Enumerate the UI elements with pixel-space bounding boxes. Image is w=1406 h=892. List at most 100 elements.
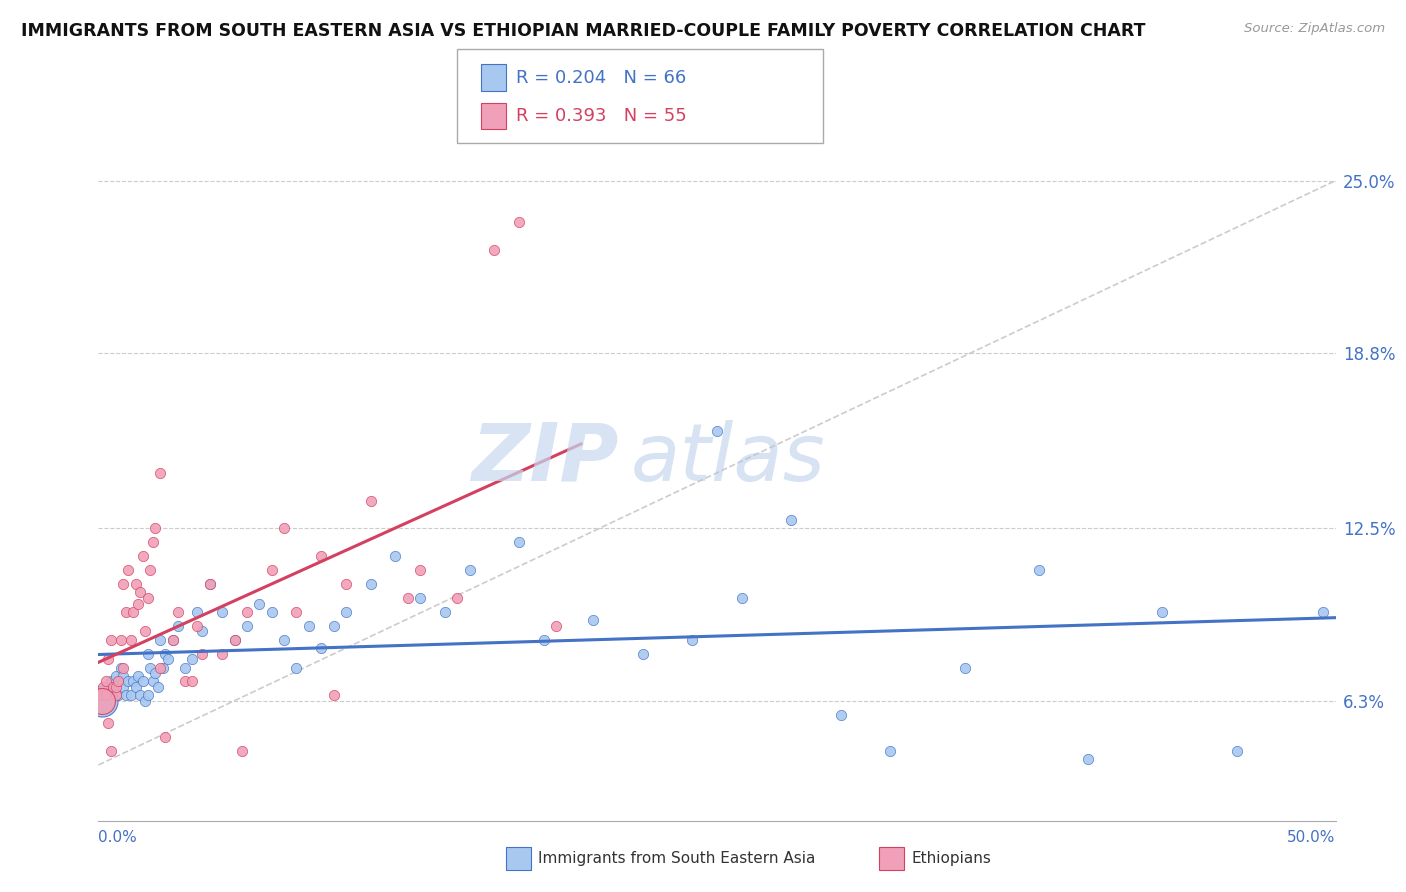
Point bbox=[166, 605, 188, 619]
Point bbox=[211, 605, 233, 619]
Point bbox=[247, 597, 270, 611]
Point bbox=[155, 730, 177, 744]
Point bbox=[186, 619, 208, 633]
Point bbox=[156, 652, 179, 666]
Point bbox=[100, 744, 122, 758]
Point bbox=[90, 689, 112, 703]
Point bbox=[409, 591, 432, 605]
Point bbox=[120, 632, 142, 647]
Point bbox=[953, 660, 976, 674]
Point bbox=[309, 641, 332, 656]
Point bbox=[112, 577, 135, 591]
Text: Ethiopians: Ethiopians bbox=[911, 852, 991, 866]
Point bbox=[322, 689, 344, 703]
Point bbox=[162, 632, 184, 647]
Point bbox=[149, 466, 172, 480]
Point bbox=[112, 680, 135, 694]
Point bbox=[134, 694, 156, 708]
Point bbox=[273, 521, 295, 535]
Point bbox=[124, 680, 146, 694]
Text: ZIP: ZIP bbox=[471, 420, 619, 498]
Point bbox=[107, 689, 129, 703]
Point bbox=[446, 591, 468, 605]
Point bbox=[681, 632, 703, 647]
Point bbox=[1226, 744, 1249, 758]
Point bbox=[122, 605, 145, 619]
Point bbox=[117, 674, 139, 689]
Point bbox=[122, 674, 145, 689]
Point bbox=[211, 647, 233, 661]
Point bbox=[139, 660, 162, 674]
Point bbox=[384, 549, 406, 564]
Point bbox=[458, 563, 481, 577]
Point bbox=[198, 577, 221, 591]
Point bbox=[174, 674, 197, 689]
Point bbox=[830, 707, 852, 722]
Point bbox=[198, 577, 221, 591]
Point bbox=[104, 689, 127, 703]
Point bbox=[129, 585, 152, 599]
Point bbox=[132, 674, 155, 689]
Point bbox=[396, 591, 419, 605]
Point bbox=[335, 577, 357, 591]
Text: atlas: atlas bbox=[630, 420, 825, 498]
Point bbox=[112, 669, 135, 683]
Point bbox=[100, 674, 122, 689]
Point bbox=[103, 680, 125, 694]
Point bbox=[1152, 605, 1174, 619]
Point bbox=[136, 689, 159, 703]
Point bbox=[533, 632, 555, 647]
Point bbox=[260, 605, 283, 619]
Point bbox=[155, 647, 177, 661]
Point bbox=[134, 624, 156, 639]
Point bbox=[1077, 752, 1099, 766]
Point bbox=[335, 605, 357, 619]
Point bbox=[224, 632, 246, 647]
Point bbox=[97, 652, 120, 666]
Point bbox=[97, 716, 120, 731]
Point bbox=[132, 549, 155, 564]
Point bbox=[174, 660, 197, 674]
Point bbox=[360, 493, 382, 508]
Text: 50.0%: 50.0% bbox=[1288, 830, 1336, 846]
Point bbox=[103, 680, 125, 694]
Text: Source: ZipAtlas.com: Source: ZipAtlas.com bbox=[1244, 22, 1385, 36]
Point bbox=[152, 660, 174, 674]
Point bbox=[129, 689, 152, 703]
Point bbox=[582, 613, 605, 627]
Point bbox=[508, 215, 530, 229]
Point bbox=[136, 647, 159, 661]
Point bbox=[146, 680, 169, 694]
Point bbox=[298, 619, 321, 633]
Point bbox=[706, 424, 728, 438]
Point bbox=[143, 521, 166, 535]
Point bbox=[110, 660, 132, 674]
Point bbox=[236, 619, 259, 633]
Point bbox=[117, 563, 139, 577]
Point bbox=[104, 669, 127, 683]
Point bbox=[273, 632, 295, 647]
Point bbox=[114, 605, 136, 619]
Point bbox=[120, 689, 142, 703]
Point bbox=[309, 549, 332, 564]
Point bbox=[100, 632, 122, 647]
Point bbox=[104, 680, 127, 694]
Point bbox=[260, 563, 283, 577]
Point bbox=[1312, 605, 1334, 619]
Point bbox=[546, 619, 568, 633]
Point bbox=[236, 605, 259, 619]
Point bbox=[142, 535, 165, 549]
Point bbox=[94, 689, 117, 703]
Point bbox=[127, 597, 149, 611]
Point bbox=[149, 632, 172, 647]
Point bbox=[162, 632, 184, 647]
Point bbox=[112, 660, 135, 674]
Point bbox=[186, 605, 208, 619]
Point bbox=[181, 674, 204, 689]
Point bbox=[409, 563, 432, 577]
Point bbox=[433, 605, 456, 619]
Point bbox=[166, 619, 188, 633]
Point bbox=[142, 674, 165, 689]
Point bbox=[191, 647, 214, 661]
Point bbox=[91, 694, 114, 708]
